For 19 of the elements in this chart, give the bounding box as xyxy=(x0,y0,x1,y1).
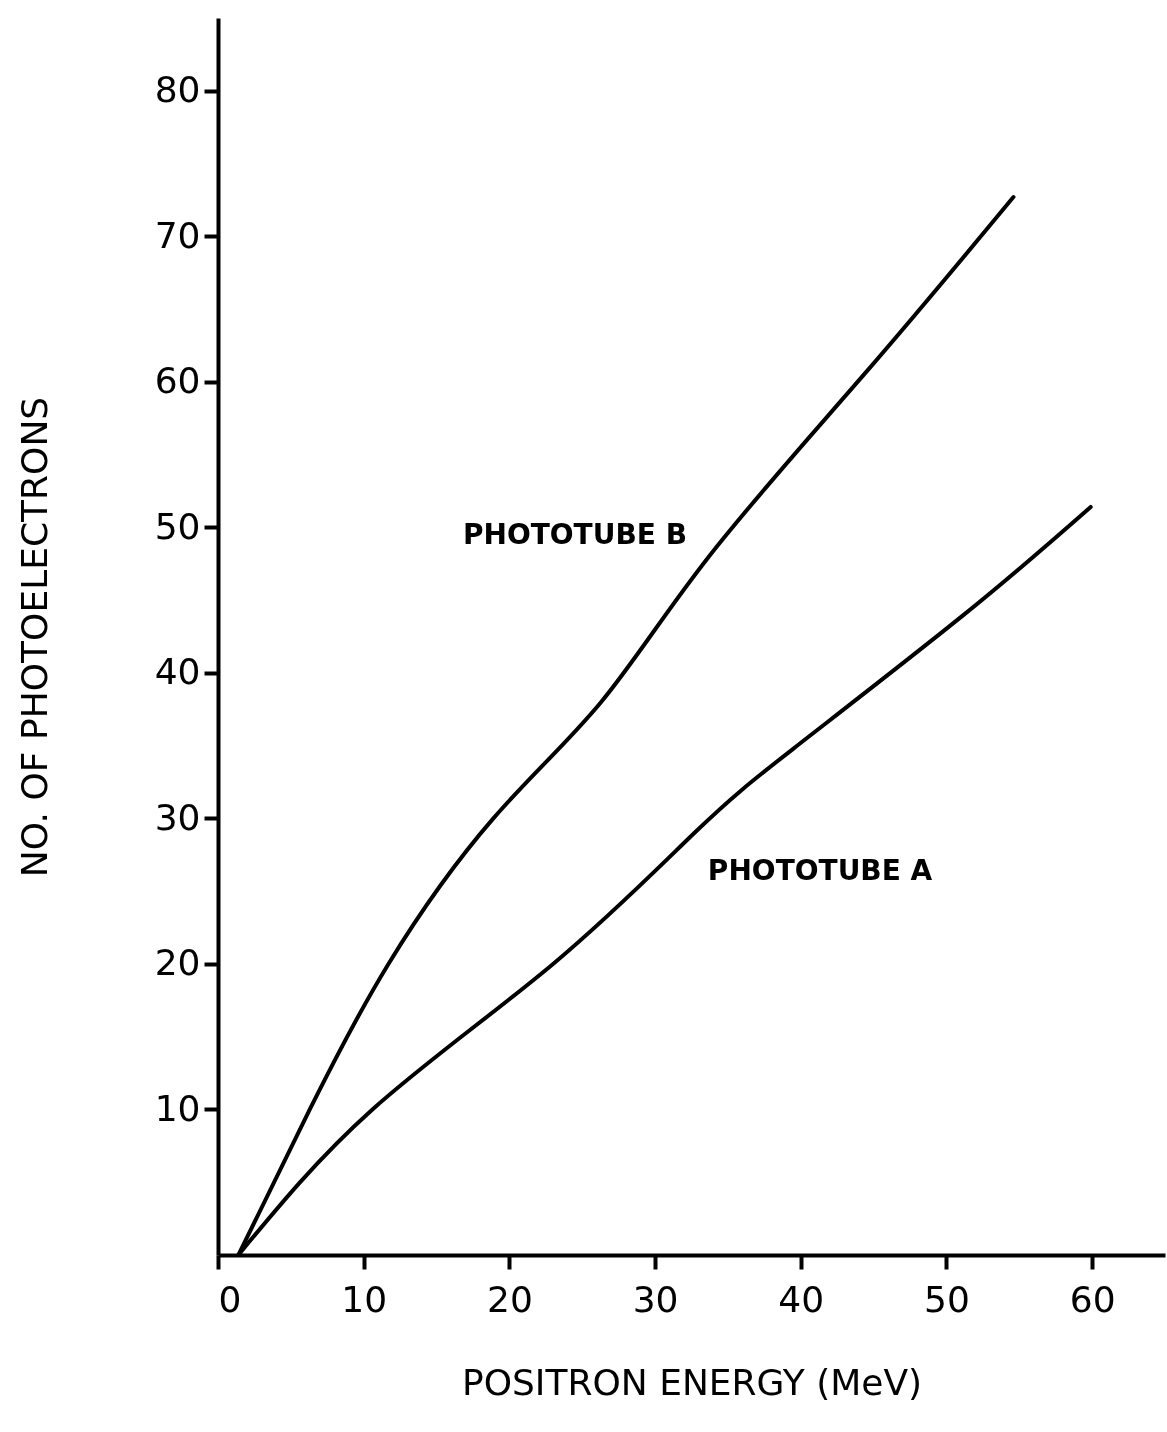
y-tick-label: 30 xyxy=(154,796,201,838)
y-tick-label: 70 xyxy=(154,214,201,256)
y-tick-label: 80 xyxy=(154,69,201,111)
y-tick-label: 50 xyxy=(154,505,201,547)
x-tick-label: 60 xyxy=(1069,1278,1116,1320)
x-tick-label: 10 xyxy=(341,1278,388,1320)
x-tick-label: 40 xyxy=(778,1278,825,1320)
y-tick-label: 10 xyxy=(154,1087,201,1129)
y-tick-label: 60 xyxy=(154,360,201,402)
y-tick-label: 40 xyxy=(154,651,201,693)
y-tick-label: 20 xyxy=(154,942,201,984)
x-tick-label: 30 xyxy=(632,1278,679,1320)
x-tick-label: 20 xyxy=(486,1278,533,1320)
x-tick-label: 50 xyxy=(924,1278,970,1320)
series-label: PHOTOTUBE B xyxy=(462,518,687,552)
series-label: PHOTOTUBE A xyxy=(707,853,933,887)
x-axis-title: POSITRON ENERGY (MeV) xyxy=(461,1361,923,1403)
x-tick-label: 0 xyxy=(218,1278,242,1320)
y-axis-title: NO. OF PHOTOELECTRONS xyxy=(13,396,55,878)
